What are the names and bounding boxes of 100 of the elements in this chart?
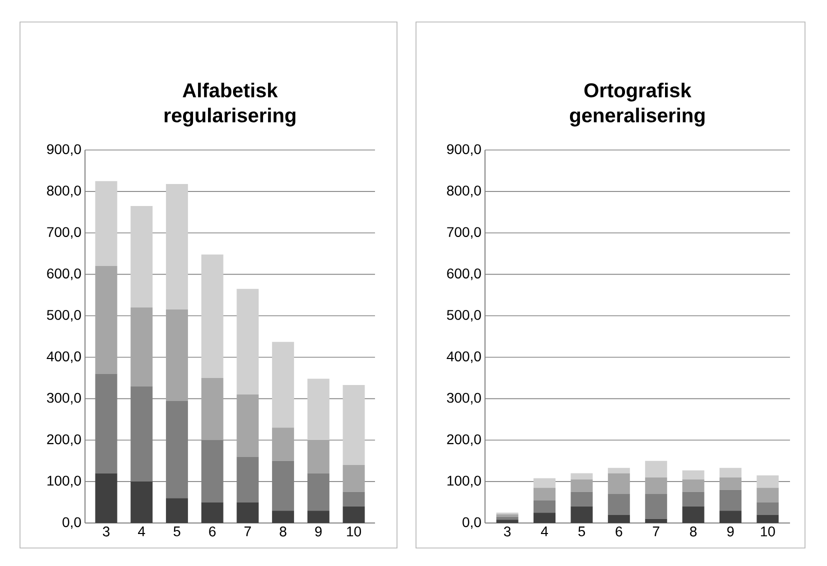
bar [130,386,153,482]
bar [166,400,188,498]
bar [307,378,330,440]
bar [272,342,294,428]
bar [201,502,224,523]
y-tick-label: 600,0 [447,268,481,280]
y-tick-label: 400,0 [446,351,481,364]
bar [236,456,259,502]
bar [534,500,556,513]
bar [570,473,593,480]
bar [95,473,118,523]
x-tick-label: 6 [616,526,622,536]
bar [570,492,593,506]
bar [272,510,294,523]
bar [719,477,742,490]
bar [496,520,518,523]
bar [570,479,593,492]
x-tick-label: 5 [578,526,586,536]
x-tick-label: 6 [209,526,216,536]
bar [272,428,294,461]
y-tick-label: 500,0 [47,310,81,322]
bar [95,181,118,266]
y-tick-label: 700,0 [447,227,481,239]
bar [534,488,556,500]
bar [682,470,704,480]
x-tick-label: 4 [540,526,548,536]
x-tick-label: 10 [760,526,775,536]
bar [608,494,630,515]
bar [272,460,294,511]
y-tick-label: 200,0 [47,434,81,446]
x-tick-label: 4 [138,526,146,536]
x-tick-label: 7 [652,526,660,536]
x-tick-label: 9 [315,526,322,536]
bar [608,468,630,474]
bar [682,492,704,506]
bar [534,478,556,488]
bar [645,460,668,478]
bar [201,254,224,378]
y-tick-label: 900,0 [447,144,481,156]
bar [756,502,779,515]
bar [534,512,556,523]
bar [645,518,668,523]
y-tick-label: 0,0 [62,517,81,529]
y-tick-label: 800,0 [447,186,481,198]
bar [95,374,118,474]
y-tick-label: 900,0 [47,144,81,156]
bar [756,475,779,488]
bar [342,464,365,492]
x-tick-label: 10 [347,526,362,536]
bar [307,473,330,511]
y-tick-label: 200,0 [447,434,481,446]
y-tick-label: 400,0 [46,351,81,364]
x-tick-label: 3 [504,526,511,536]
bar [342,384,365,465]
x-tick-label: 7 [244,526,251,536]
bar [166,184,188,310]
bar [130,482,153,523]
y-tick-label: 500,0 [447,310,481,322]
bar [342,506,365,523]
bar [682,479,704,492]
bar [95,266,118,374]
bar [719,490,742,511]
bar [496,514,518,517]
bar [570,506,593,523]
bar [756,488,779,502]
y-tick-label: 600,0 [47,268,81,280]
bar [756,514,779,523]
y-tick-label: 100,0 [48,476,81,488]
y-tick-label: 300,0 [446,392,481,404]
bar [166,310,188,401]
y-tick-label: 700,0 [47,227,81,239]
bar [130,206,153,308]
bar [608,514,630,523]
chart-title: Ortografisk generalisering [570,82,705,126]
bar [201,440,224,502]
bar [719,468,742,478]
y-tick-label: 0,0 [462,517,481,529]
bar [236,502,259,523]
bar [307,440,330,474]
bar [236,394,259,457]
bar [236,288,259,395]
bar [342,492,365,506]
x-tick-label: 9 [727,526,734,536]
y-tick-label: 100,0 [448,476,481,488]
x-tick-label: 8 [690,526,697,536]
bar [682,506,704,523]
bar [130,307,153,386]
y-tick-label: 800,0 [47,186,81,198]
bar [201,378,224,440]
bar [608,473,630,494]
x-tick-label: 8 [280,526,286,536]
bar [645,494,668,519]
x-tick-label: 3 [102,526,110,536]
chart-title: Alfabetisk regularisering [164,82,296,126]
bar [307,510,330,523]
bar [166,498,188,523]
x-tick-label: 5 [174,526,180,536]
bar [645,477,668,494]
y-tick-label: 300,0 [46,392,81,404]
bar [719,510,742,523]
